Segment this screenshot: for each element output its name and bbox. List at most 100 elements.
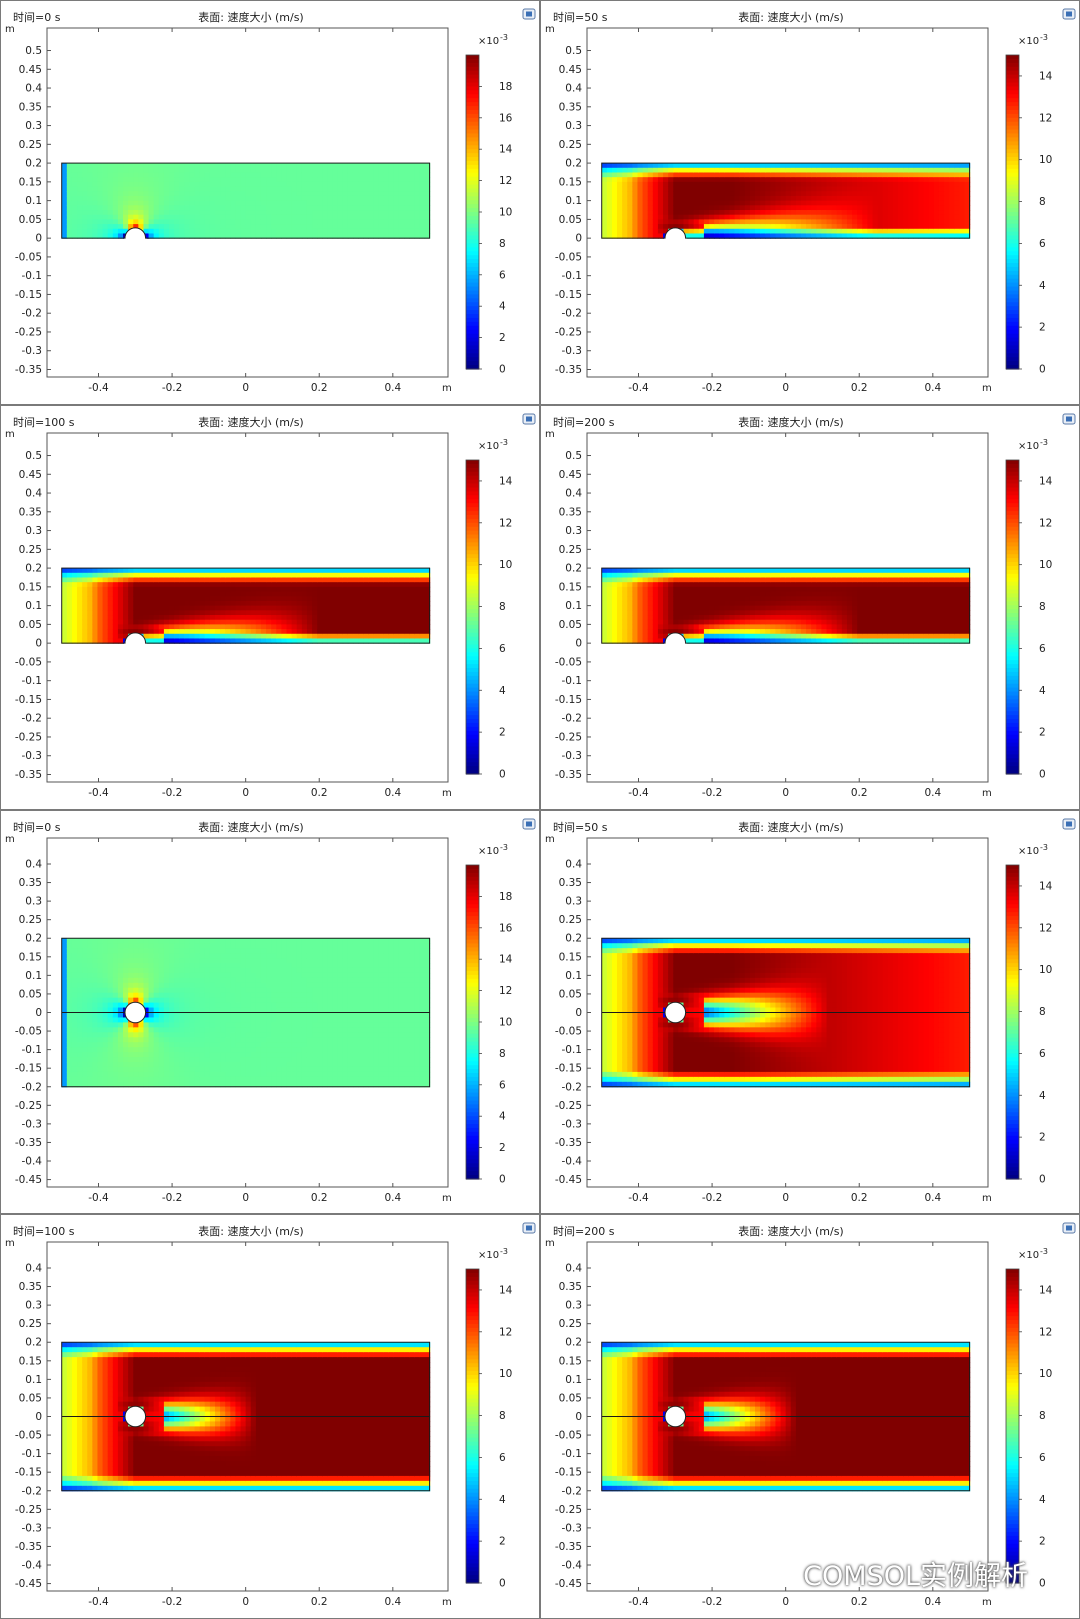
colorbar-exponent: ×10	[478, 441, 499, 452]
field-cell	[775, 233, 782, 239]
field-cell	[719, 195, 725, 202]
field-cell	[301, 177, 308, 183]
field-cell	[235, 638, 242, 644]
field-cell	[358, 581, 364, 588]
field-cell	[133, 591, 139, 597]
field-cell	[250, 172, 257, 178]
field-cell	[266, 214, 272, 220]
field-cell	[225, 614, 231, 621]
field-cell	[179, 633, 185, 639]
field-cell	[857, 228, 863, 235]
field-cell	[703, 210, 710, 216]
field-cell	[841, 577, 848, 583]
field-cell	[826, 610, 833, 616]
field-cell	[153, 224, 160, 230]
field-cell	[780, 633, 787, 639]
field-cell	[944, 224, 950, 230]
field-cell	[148, 233, 155, 239]
field-cell	[296, 191, 303, 197]
field-cell	[117, 186, 124, 192]
field-cell	[877, 172, 884, 178]
field-cell	[342, 191, 349, 197]
colorbar-segment	[466, 608, 479, 614]
colorbar-segment	[466, 636, 479, 641]
colorbar-segment	[466, 113, 479, 119]
plot-options-icon[interactable]	[1062, 8, 1076, 20]
field-cell	[709, 567, 715, 574]
field-cell	[617, 191, 623, 197]
field-cell	[174, 600, 180, 606]
field-cell	[617, 186, 623, 192]
field-cell	[908, 186, 914, 192]
field-cell	[363, 195, 369, 202]
field-cell	[281, 638, 288, 644]
field-cell	[153, 581, 160, 588]
field-cell	[388, 614, 395, 621]
colorbar-segment	[466, 106, 479, 111]
field-cell	[220, 195, 226, 202]
field-cell	[954, 214, 960, 220]
field-cell	[673, 210, 679, 216]
y-tick-label: 0.4	[25, 83, 42, 95]
field-cell	[872, 219, 879, 225]
field-cell	[138, 624, 145, 630]
field-cell	[128, 219, 134, 225]
field-cell	[821, 624, 828, 630]
field-cell	[724, 600, 731, 606]
field-cell	[785, 605, 792, 611]
field-cell	[266, 572, 272, 578]
field-cell	[637, 638, 644, 644]
field-cell	[892, 233, 899, 239]
field-cell	[852, 577, 858, 583]
field-cell	[153, 172, 160, 178]
field-cell	[117, 638, 124, 644]
field-cell	[352, 163, 359, 169]
field-cell	[393, 600, 400, 606]
field-cell	[887, 605, 894, 611]
field-cell	[928, 605, 935, 611]
colorbar-segment	[1006, 274, 1019, 280]
field-cell	[923, 181, 930, 188]
field-cell	[317, 181, 323, 188]
field-cell	[358, 610, 364, 616]
field-cell	[887, 567, 894, 574]
field-cell	[383, 567, 390, 574]
field-cell	[163, 172, 170, 178]
field-cell	[235, 586, 242, 592]
colorbar-segment	[466, 98, 479, 103]
field-cell	[703, 205, 710, 211]
field-cell	[398, 619, 405, 625]
field-cell	[296, 619, 303, 625]
field-cell	[816, 219, 823, 225]
field-cell	[235, 191, 242, 197]
field-cell	[189, 591, 196, 597]
field-cell	[133, 163, 139, 169]
field-cell	[714, 577, 720, 583]
field-cell	[409, 200, 415, 206]
colorbar-segment	[1006, 74, 1019, 80]
field-cell	[424, 614, 431, 621]
field-cell	[337, 210, 344, 216]
field-cell	[424, 167, 431, 174]
field-cell	[898, 181, 904, 188]
field-cell	[821, 181, 828, 188]
field-cell	[647, 172, 654, 178]
field-cell	[184, 233, 191, 239]
field-cell	[632, 577, 639, 583]
field-cell	[795, 624, 802, 630]
field-cell	[918, 567, 925, 574]
field-cell	[770, 638, 777, 644]
field-cell	[683, 581, 690, 588]
field-cell	[775, 610, 782, 616]
field-cell	[652, 595, 659, 602]
field-cell	[964, 200, 971, 206]
plot-options-icon[interactable]	[522, 413, 536, 425]
field-cell	[209, 600, 216, 606]
field-cell	[954, 191, 960, 197]
field-cell	[276, 186, 283, 192]
colorbar-segment	[466, 212, 479, 217]
field-cell	[964, 163, 971, 169]
field-cell	[276, 181, 283, 188]
field-cell	[770, 595, 777, 602]
plot-options-icon[interactable]	[522, 8, 536, 20]
